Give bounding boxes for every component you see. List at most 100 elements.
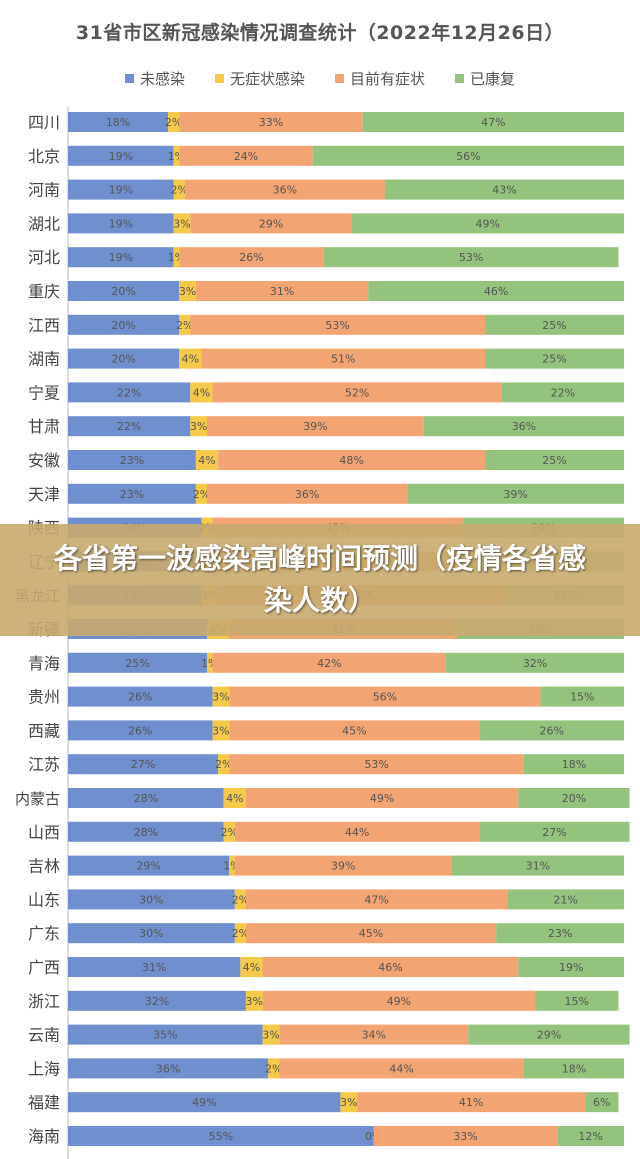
bar-segment-symptomatic[interactable] (373, 1126, 558, 1146)
bar-segment-uninfected[interactable] (68, 314, 180, 335)
bar-segment-asymptomatic[interactable] (245, 990, 263, 1011)
bar-segment-recovered[interactable] (368, 281, 624, 301)
bar-segment-symptomatic[interactable] (234, 821, 480, 842)
bar-segment-symptomatic[interactable] (279, 1058, 524, 1079)
bar-segment-uninfected[interactable] (68, 889, 235, 910)
bar-segment-symptomatic[interactable] (234, 855, 452, 876)
bar-segment-symptomatic[interactable] (179, 145, 313, 166)
bar-segment-symptomatic[interactable] (207, 483, 408, 504)
bar-segment-uninfected[interactable] (68, 450, 196, 470)
bar-segment-asymptomatic[interactable] (190, 382, 213, 403)
bar-segment-uninfected[interactable] (68, 754, 219, 775)
legend-item-symptomatic[interactable]: 目前有症状 (335, 68, 425, 89)
legend-item-uninfected[interactable]: 未感染 (124, 68, 185, 89)
bar-segment-symptomatic[interactable] (357, 1092, 586, 1113)
legend-item-asymptomatic[interactable]: 无症状感染 (214, 68, 305, 89)
bar-segment-symptomatic[interactable] (262, 957, 519, 977)
bar-segment-uninfected[interactable] (68, 923, 235, 944)
bar-segment-recovered[interactable] (557, 1126, 624, 1146)
bar-segment-asymptomatic[interactable] (207, 652, 213, 673)
bar-segment-recovered[interactable] (535, 990, 619, 1011)
bar-segment-recovered[interactable] (523, 1058, 624, 1079)
bar-segment-asymptomatic[interactable] (179, 348, 202, 369)
bar-segment-uninfected[interactable] (68, 652, 207, 673)
bar-segment-recovered[interactable] (384, 179, 624, 200)
bar-segment-uninfected[interactable] (68, 382, 191, 403)
bar-segment-asymptomatic[interactable] (223, 788, 246, 808)
bar-segment-symptomatic[interactable] (179, 247, 324, 268)
bar-segment-symptomatic[interactable] (212, 652, 447, 673)
bar-segment-uninfected[interactable] (68, 990, 246, 1011)
bar-segment-asymptomatic[interactable] (340, 1092, 358, 1113)
bar-segment-symptomatic[interactable] (245, 923, 497, 944)
bar-segment-recovered[interactable] (585, 1092, 619, 1113)
bar-segment-symptomatic[interactable] (262, 990, 536, 1011)
bar-segment-symptomatic[interactable] (229, 720, 480, 741)
bar-segment-recovered[interactable] (312, 145, 624, 166)
bar-segment-asymptomatic[interactable] (173, 247, 180, 268)
bar-segment-recovered[interactable] (479, 821, 630, 842)
bar-segment-recovered[interactable] (485, 450, 624, 470)
bar-segment-recovered[interactable] (518, 957, 624, 977)
bar-segment-uninfected[interactable] (68, 483, 196, 504)
legend-item-recovered[interactable]: 已康复 (455, 68, 515, 89)
bar-segment-recovered[interactable] (523, 754, 624, 775)
bar-segment-asymptomatic[interactable] (218, 754, 230, 775)
bar-segment-recovered[interactable] (323, 247, 619, 268)
bar-segment-asymptomatic[interactable] (212, 686, 230, 707)
bar-segment-recovered[interactable] (501, 382, 624, 403)
bar-segment-symptomatic[interactable] (212, 382, 502, 403)
bar-segment-uninfected[interactable] (68, 179, 174, 200)
bar-segment-recovered[interactable] (468, 1024, 630, 1045)
bar-segment-symptomatic[interactable] (207, 416, 424, 437)
bar-segment-asymptomatic[interactable] (234, 889, 246, 910)
bar-segment-asymptomatic[interactable] (173, 179, 185, 200)
bar-segment-uninfected[interactable] (68, 720, 213, 741)
bar-segment-symptomatic[interactable] (184, 179, 385, 200)
bar-segment-symptomatic[interactable] (190, 314, 485, 335)
bar-segment-uninfected[interactable] (68, 281, 180, 301)
bar-segment-uninfected[interactable] (68, 855, 230, 876)
bar-segment-asymptomatic[interactable] (229, 855, 235, 876)
bar-segment-uninfected[interactable] (68, 416, 191, 437)
bar-segment-symptomatic[interactable] (245, 788, 519, 808)
bar-segment-symptomatic[interactable] (229, 686, 541, 707)
bar-segment-recovered[interactable] (540, 686, 624, 707)
bar-segment-uninfected[interactable] (68, 213, 174, 234)
bar-segment-asymptomatic[interactable] (195, 483, 207, 504)
bar-segment-uninfected[interactable] (68, 145, 174, 166)
bar-segment-asymptomatic[interactable] (173, 145, 180, 166)
bar-segment-recovered[interactable] (362, 112, 624, 132)
bar-segment-recovered[interactable] (407, 483, 624, 504)
bar-segment-recovered[interactable] (446, 652, 624, 673)
bar-segment-uninfected[interactable] (68, 686, 213, 707)
bar-segment-uninfected[interactable] (68, 1058, 269, 1079)
bar-segment-recovered[interactable] (507, 889, 624, 910)
bar-segment-asymptomatic[interactable] (190, 416, 207, 437)
bar-segment-recovered[interactable] (485, 348, 624, 369)
bar-segment-uninfected[interactable] (68, 247, 174, 268)
bar-segment-uninfected[interactable] (68, 1126, 374, 1146)
bar-segment-asymptomatic[interactable] (240, 957, 263, 977)
bar-segment-symptomatic[interactable] (245, 889, 508, 910)
bar-segment-symptomatic[interactable] (279, 1024, 469, 1045)
bar-segment-asymptomatic[interactable] (179, 314, 191, 335)
bar-segment-asymptomatic[interactable] (234, 923, 246, 944)
bar-segment-asymptomatic[interactable] (179, 281, 196, 301)
bar-segment-uninfected[interactable] (68, 348, 180, 369)
bar-segment-symptomatic[interactable] (195, 281, 369, 301)
bar-segment-uninfected[interactable] (68, 821, 224, 842)
bar-segment-uninfected[interactable] (68, 112, 169, 132)
bar-segment-asymptomatic[interactable] (262, 1024, 280, 1045)
bar-segment-symptomatic[interactable] (201, 348, 485, 369)
bar-segment-symptomatic[interactable] (229, 754, 524, 775)
bar-segment-recovered[interactable] (351, 213, 624, 234)
bar-segment-asymptomatic[interactable] (223, 821, 235, 842)
bar-segment-uninfected[interactable] (68, 1092, 341, 1113)
bar-segment-asymptomatic[interactable] (168, 112, 180, 132)
bar-segment-asymptomatic[interactable] (173, 213, 191, 234)
bar-segment-asymptomatic[interactable] (268, 1058, 280, 1079)
bar-segment-recovered[interactable] (485, 314, 624, 335)
bar-segment-asymptomatic[interactable] (212, 720, 230, 741)
bar-segment-symptomatic[interactable] (179, 112, 363, 132)
